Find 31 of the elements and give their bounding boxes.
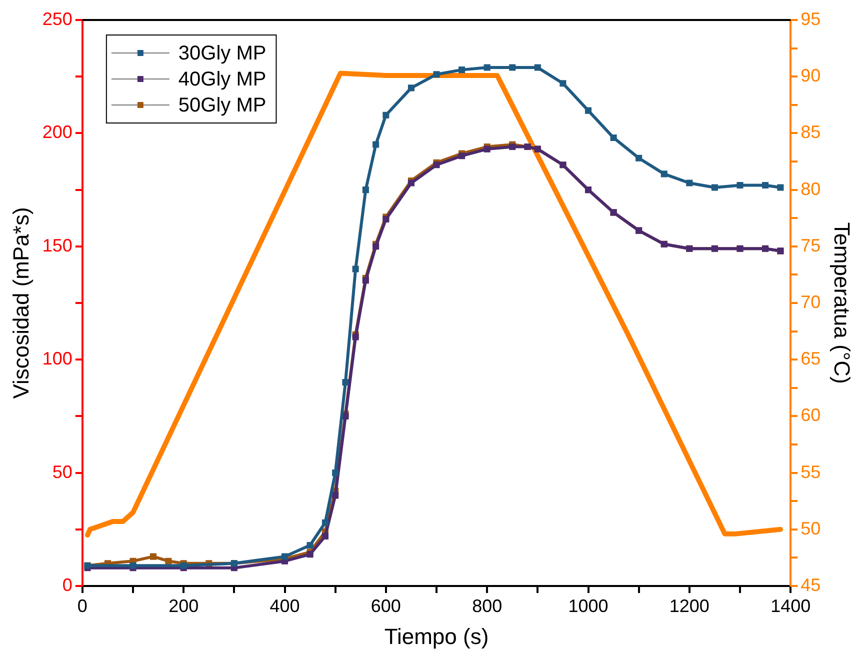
y2-tick-label: 90 xyxy=(800,66,821,86)
y-tick-label: 50 xyxy=(52,462,72,482)
y-tick-label: 150 xyxy=(42,235,72,256)
y2-tick-label: 65 xyxy=(800,348,821,369)
y-tick-label: 0 xyxy=(62,574,72,595)
y-tick-label: 100 xyxy=(42,348,72,369)
y2-axis-title: Temperatua (°C) xyxy=(830,222,855,384)
y2-tick-label: 95 xyxy=(800,8,821,29)
x-tick-label: 1400 xyxy=(770,596,811,616)
y-tick-label: 200 xyxy=(42,122,72,142)
legend-label: 30Gly MP xyxy=(178,42,266,65)
legend-label: 50Gly MP xyxy=(178,94,266,117)
x-tick-label: 1200 xyxy=(669,596,710,616)
y2-tick-label: 55 xyxy=(800,462,821,482)
y2-tick-label: 60 xyxy=(800,405,821,426)
y-axis-title: Viscosidad (mPa*s) xyxy=(8,207,34,399)
y2-tick-label: 80 xyxy=(800,178,821,199)
x-tick-label: 0 xyxy=(77,596,88,616)
y2-tick-label: 85 xyxy=(800,122,821,142)
x-tick-label: 1000 xyxy=(568,596,608,616)
legend-label: 40Gly MP xyxy=(178,68,266,91)
y2-tick-label: 50 xyxy=(800,518,821,538)
x-axis-title: Tiempo (s) xyxy=(384,624,489,649)
x-tick-label: 400 xyxy=(270,596,300,616)
y2-tick-label: 75 xyxy=(800,235,821,256)
y2-tick-label: 45 xyxy=(800,574,821,595)
y-tick-label: 250 xyxy=(42,8,72,29)
x-tick-label: 200 xyxy=(168,596,199,616)
y2-tick-label: 70 xyxy=(800,292,821,312)
x-tick-label: 600 xyxy=(370,596,401,616)
x-tick-label: 800 xyxy=(472,596,502,616)
